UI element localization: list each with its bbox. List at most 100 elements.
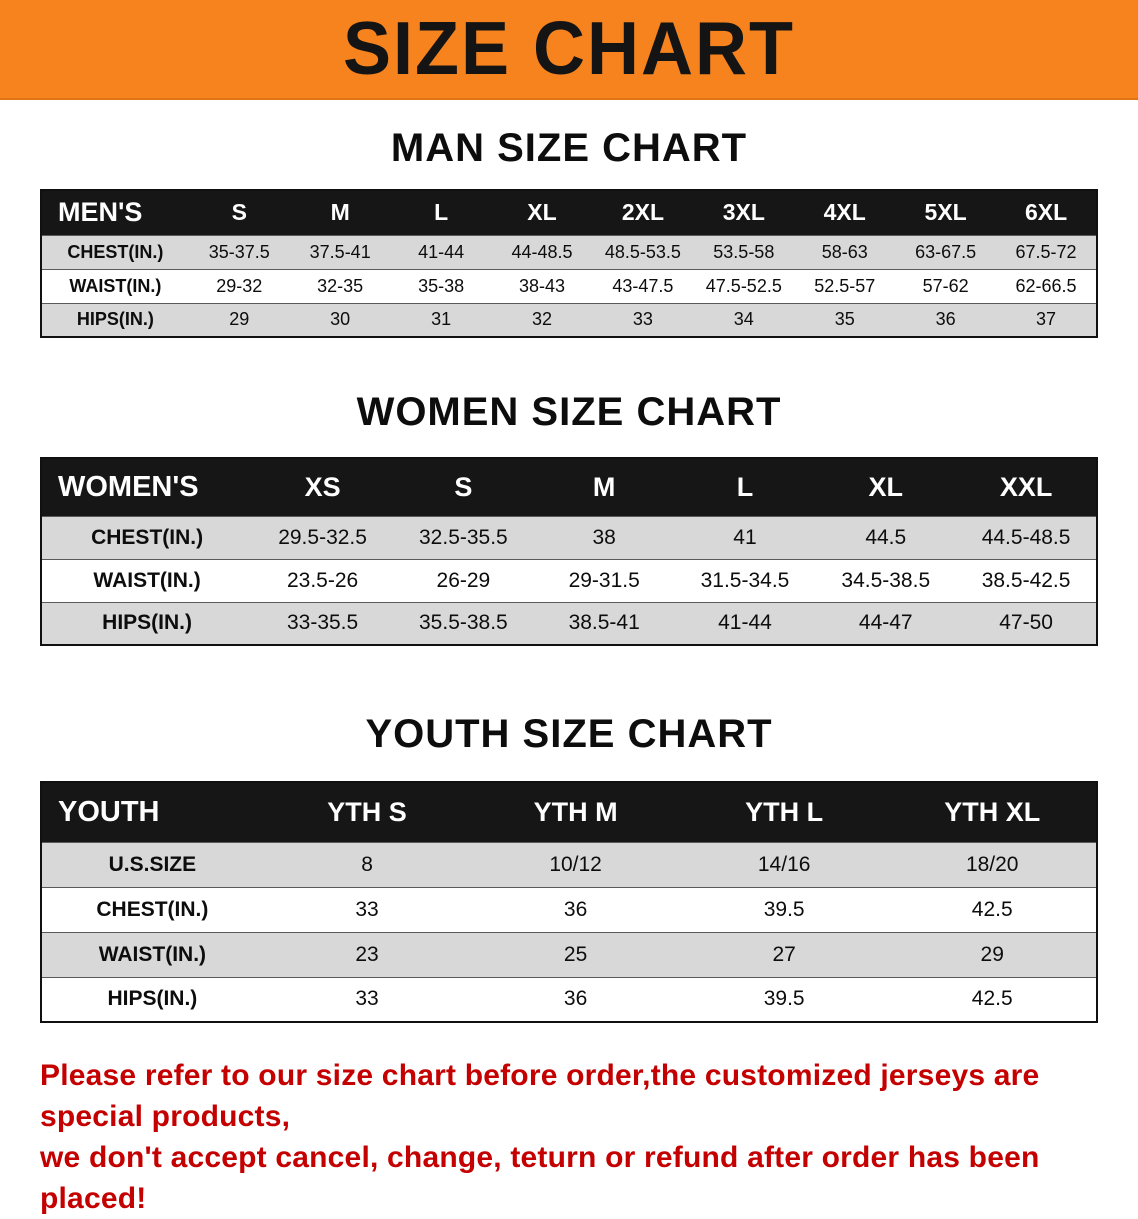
size-value: 27: [772, 942, 796, 966]
size-value: 26-29: [436, 568, 491, 592]
size-column-header: S: [392, 458, 534, 516]
size-value: 35.5-38.5: [419, 611, 508, 635]
size-value: 37: [1036, 309, 1057, 330]
size-value: 39.5: [763, 897, 805, 921]
disclaimer-line-2: we don't accept cancel, change, teturn o…: [40, 1141, 1040, 1215]
table-corner-label: YOUTH: [41, 782, 263, 842]
size-column-header: YTH S: [262, 782, 472, 842]
size-value: 31: [431, 309, 452, 330]
size-value: 34.5-38.5: [841, 568, 931, 592]
size-column-header: 2XL: [592, 190, 694, 235]
table-row: HIPS(IN.) 33-35.5 35.5-38.5 38.5-41 41-44 44-…: [41, 602, 1097, 645]
size-column-header: M: [289, 190, 391, 235]
size-column-header: YTH M: [471, 782, 680, 842]
size-column-header: XL: [815, 458, 957, 516]
size-value: 44-48.5: [511, 241, 573, 262]
table-corner-label: MEN'S: [41, 190, 189, 235]
section-youth: YOUTH SIZE CHART YOUTH YTH S YTH M YTH L YTH…: [0, 712, 1138, 1023]
table-row: U.S.SIZE 8 10/12 14/16 18/20: [41, 842, 1097, 887]
row-label: HIPS(IN.): [107, 987, 198, 1011]
table-row: WAIST(IN.) 23.5-26 26-29 29-31.5 31.5-34.5 34…: [41, 559, 1097, 602]
size-value: 18/20: [965, 852, 1019, 876]
size-value: 67.5-72: [1015, 241, 1077, 262]
size-value: 42.5: [971, 987, 1013, 1011]
size-value: 32: [531, 309, 553, 330]
size-value: 14/16: [757, 852, 811, 876]
size-value: 62-66.5: [1015, 275, 1077, 296]
size-value: 47-50: [999, 611, 1053, 635]
size-value: 29-32: [216, 275, 263, 296]
man-size-chart-heading: MAN SIZE CHART: [390, 126, 748, 170]
size-value: 31.5-34.5: [700, 568, 790, 592]
table-row: HIPS(IN.) 33 36 39.5 42.5: [41, 977, 1097, 1022]
size-value: 32-35: [317, 275, 364, 296]
size-value: 33: [355, 987, 379, 1011]
table-row: HIPS(IN.) 29 30 31 32 33 34 35 36 37: [41, 303, 1097, 337]
size-value: 38: [592, 525, 616, 549]
section-women: WOMEN SIZE CHART WOMEN'S XS S M L XL XXL CHEST(…: [0, 390, 1138, 646]
page-title: SIZE CHART: [343, 7, 795, 92]
size-value: 8: [361, 852, 373, 876]
table-header-row: MEN'S S M L XL 2XL 3XL 4XL 5XL 6XL: [41, 190, 1097, 235]
size-value: 41-44: [718, 611, 772, 635]
table-header-row: WOMEN'S XS S M L XL XXL: [41, 458, 1097, 516]
size-value: 52.5-57: [814, 275, 876, 296]
size-column-header: S: [188, 190, 290, 235]
size-value: 23.5-26: [286, 568, 359, 592]
section-men: MAN SIZE CHART MEN'S S M L XL 2XL 3XL 4XL 5XL 6XL…: [0, 126, 1138, 338]
size-value: 36: [563, 987, 588, 1011]
size-value: 57-62: [922, 275, 969, 296]
size-value: 47.5-52.5: [705, 275, 782, 296]
size-value: 37.5-41: [309, 241, 371, 262]
size-value: 10/12: [549, 852, 602, 876]
size-value: 43-47.5: [612, 275, 674, 296]
size-value: 44.5: [865, 525, 907, 549]
size-column-header: XS: [252, 458, 393, 516]
women-size-table: WOMEN'S XS S M L XL XXL CHEST(IN.) 29.5-32.5 32.5…: [40, 457, 1098, 646]
table-row: CHEST(IN.) 33 36 39.5 42.5: [41, 887, 1097, 932]
table-row: CHEST(IN.) 29.5-32.5 32.5-35.5 38 41 44.5 44.5…: [41, 516, 1097, 559]
size-column-header: L: [674, 458, 816, 516]
size-value: 39.5: [763, 987, 805, 1011]
row-label: U.S.SIZE: [108, 852, 197, 876]
size-column-header: L: [390, 190, 492, 235]
disclaimer-line-1: Please refer to our size chart before or…: [40, 1059, 1040, 1133]
size-value: 58-63: [821, 241, 868, 262]
size-value: 29: [980, 942, 1004, 966]
row-label: CHEST(IN.): [96, 897, 209, 921]
table-row: CHEST(IN.) 35-37.5 37.5-41 41-44 44-48.5 48.5…: [41, 235, 1097, 269]
size-value: 38.5-42.5: [981, 568, 1071, 592]
size-column-header: M: [533, 458, 675, 516]
size-value: 35: [834, 309, 855, 330]
size-value: 33-35.5: [286, 611, 359, 635]
size-value: 33: [632, 309, 653, 330]
size-value: 32.5-35.5: [419, 525, 508, 549]
row-label: HIPS(IN.): [102, 611, 193, 635]
size-value: 41-44: [418, 241, 465, 262]
table-row: WAIST(IN.) 29-32 32-35 35-38 38-43 43-47.5 47.…: [41, 269, 1097, 303]
size-column-header: 5XL: [895, 190, 997, 235]
size-value: 25: [563, 942, 588, 966]
size-column-header: XL: [491, 190, 593, 235]
size-value: 33: [355, 897, 379, 921]
row-label: WAIST(IN.): [69, 275, 162, 296]
men-size-table: MEN'S S M L XL 2XL 3XL 4XL 5XL 6XL CHEST(IN.) 35-37…: [40, 189, 1098, 338]
size-value: 35-38: [418, 275, 465, 296]
size-column-header: YTH XL: [888, 782, 1097, 842]
row-label: WAIST(IN.): [98, 942, 207, 966]
size-value: 41: [733, 525, 757, 549]
size-value: 38.5-41: [568, 611, 640, 635]
size-value: 53.5-58: [713, 241, 775, 262]
size-value: 48.5-53.5: [604, 241, 681, 262]
size-column-header: 3XL: [693, 190, 795, 235]
table-corner-label: WOMEN'S: [41, 458, 253, 516]
women-size-chart-heading: WOMEN SIZE CHART: [356, 390, 782, 434]
size-column-header: XXL: [956, 458, 1097, 516]
youth-size-table: YOUTH YTH S YTH M YTH L YTH XL U.S.SIZE 8 10/12…: [40, 781, 1098, 1023]
size-value: 29-31.5: [568, 568, 640, 592]
disclaimer-note: Please refer to our size chart before or…: [40, 1055, 1118, 1219]
banner: SIZE CHART: [0, 0, 1138, 100]
size-value: 29: [229, 309, 250, 330]
size-value: 38-43: [518, 275, 566, 296]
